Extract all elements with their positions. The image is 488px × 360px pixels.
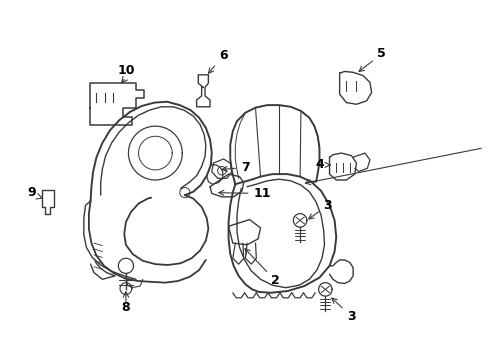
Text: 8: 8 [122,301,130,314]
Text: 4: 4 [314,158,329,171]
Text: 5: 5 [358,47,386,72]
Text: 3: 3 [331,298,355,323]
Text: 1: 1 [305,140,488,185]
Text: 10: 10 [117,64,134,77]
Text: 6: 6 [208,49,227,73]
Text: 9: 9 [27,186,36,199]
Text: 7: 7 [222,161,249,174]
Text: 3: 3 [308,199,331,219]
Text: 11: 11 [219,187,270,200]
Text: 2: 2 [244,249,280,288]
